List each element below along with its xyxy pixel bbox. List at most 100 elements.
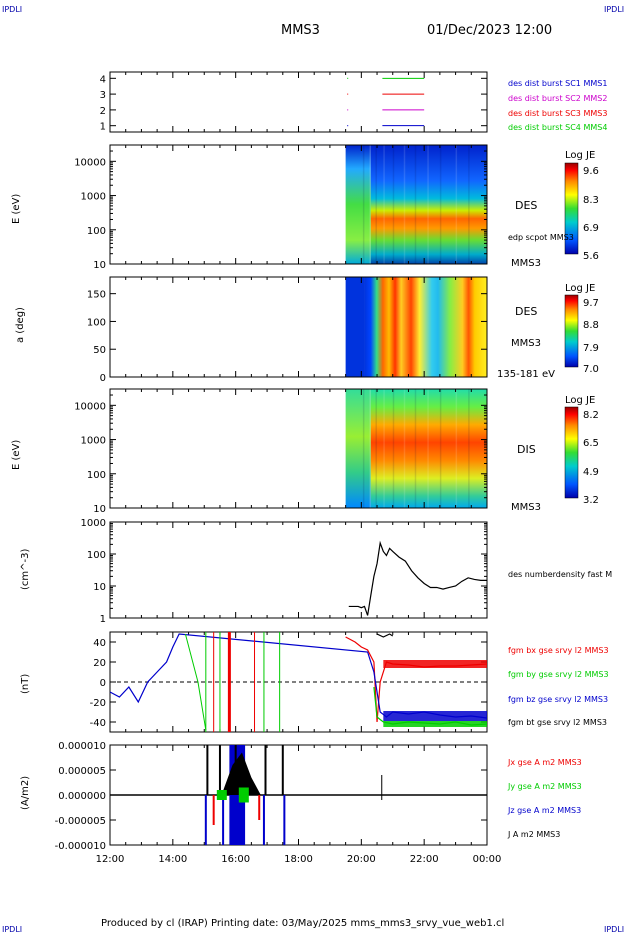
des-energy-colorbar bbox=[564, 162, 579, 255]
bfield-y-tick-label: -20 bbox=[90, 698, 106, 709]
des-pitch-y-tick-label: 50 bbox=[93, 345, 106, 356]
des-energy-spectrogram-stripe bbox=[369, 145, 371, 264]
density-y-tick-label: 1000 bbox=[81, 518, 106, 529]
dis-energy-spectrogram-early bbox=[345, 389, 371, 508]
bfield-legend-bt: fgm bt gse srvy l2 MMS3 bbox=[508, 718, 607, 727]
dis-energy-cbar-tick: 6.5 bbox=[583, 438, 599, 449]
bfield-y-tick-label: 20 bbox=[93, 658, 106, 669]
dis-energy-sc-label: MMS3 bbox=[511, 502, 541, 513]
bfield-y-tick-label: 0 bbox=[100, 678, 106, 689]
datetime-title: 01/Dec/2023 12:00 bbox=[427, 23, 553, 38]
density-y-tick-label: 1 bbox=[100, 614, 106, 625]
dis-energy-spectrogram-stripe bbox=[427, 389, 429, 508]
burst-marker-dot bbox=[347, 125, 349, 127]
density-y-tick-label: 10 bbox=[93, 582, 106, 593]
current-legend-j: J A m2 MMS3 bbox=[508, 830, 561, 839]
bfield-noise-band bbox=[383, 660, 487, 668]
spacecraft-title: MMS3 bbox=[281, 23, 320, 38]
current-y-tick-label: 0.000000 bbox=[58, 791, 106, 802]
bfield-series-line bbox=[345, 636, 488, 723]
des-energy-label: DES bbox=[515, 199, 538, 212]
current-jy-patch bbox=[216, 790, 227, 800]
des-pitch-label: DES bbox=[515, 305, 538, 318]
legend-burst-mms2: des dist burst SC2 MMS2 bbox=[508, 94, 608, 103]
dis-energy-spectrogram-stripe bbox=[403, 389, 406, 508]
current-legend-jy: Jy gse A m2 MMS3 bbox=[508, 782, 582, 791]
des-energy-cbar-tick: 6.9 bbox=[583, 223, 599, 234]
bfield-y-tick-label: -40 bbox=[90, 718, 106, 729]
des-energy-spectrogram-stripe bbox=[455, 145, 458, 264]
time-axis-label: 20:00 bbox=[347, 854, 376, 865]
density-y-tick-label: 100 bbox=[87, 550, 106, 561]
dis-energy-cbar-tick: 4.9 bbox=[583, 467, 599, 478]
corner-label-bottom-right: IPDLI bbox=[604, 925, 625, 934]
des-energy-spectrogram-stripe bbox=[362, 145, 365, 264]
density-ylabel: (cm^-3) bbox=[20, 548, 31, 590]
des-pitch-cbar-tick: 8.8 bbox=[583, 320, 599, 331]
des-energy-cbar-tick: 5.6 bbox=[583, 251, 599, 262]
des-energy-cbar-tick: 9.6 bbox=[583, 166, 599, 177]
des-energy-overlay-label: edp scpot MMS3 bbox=[508, 233, 574, 242]
current-y-tick-label: 0.000005 bbox=[58, 766, 106, 777]
current-legend-jz: Jz gse A m2 MMS3 bbox=[508, 806, 582, 815]
time-axis-label: 14:00 bbox=[158, 854, 187, 865]
des-energy-y-tick-label: 1000 bbox=[81, 192, 106, 203]
des-energy-spectrogram-stripe bbox=[392, 145, 395, 264]
dis-energy-y-tick-label: 1000 bbox=[81, 436, 106, 447]
current-ylabel: (A/m2) bbox=[20, 775, 31, 810]
dis-energy-spectrogram-stripe bbox=[362, 389, 365, 508]
dis-energy-ylabel: E (eV) bbox=[11, 439, 22, 470]
dis-energy-spectrogram-stripe bbox=[468, 389, 470, 508]
dis-energy-spectrogram-stripe bbox=[414, 389, 417, 508]
des-pitch-y-tick-label: 0 bbox=[100, 373, 106, 384]
time-axis-label: 12:00 bbox=[96, 854, 125, 865]
des-energy-y-tick-label: 100 bbox=[87, 226, 106, 237]
des-energy-y-tick-label: 10 bbox=[93, 260, 106, 271]
des-energy-cbar-tick: 8.3 bbox=[583, 195, 599, 206]
current-y-tick-label: 0.000010 bbox=[58, 741, 106, 752]
legend-burst-mms1: des dist burst SC1 MMS1 bbox=[508, 79, 608, 88]
dis-energy-y-tick-label: 10000 bbox=[74, 401, 106, 412]
bfield-by-early-line bbox=[184, 633, 207, 731]
burst-marker-dot bbox=[347, 93, 349, 95]
des-energy-spectrogram-stripe bbox=[403, 145, 406, 264]
current-y-tick-label: -0.000005 bbox=[55, 816, 106, 827]
current-legend-jx: Jx gse A m2 MMS3 bbox=[508, 758, 582, 767]
dis-energy-spectrogram-main bbox=[370, 389, 487, 508]
dis-energy-cbar-tick: 8.2 bbox=[583, 410, 599, 421]
des-energy-spectrogram-stripe bbox=[383, 145, 385, 264]
dis-energy-colorbar bbox=[564, 406, 579, 499]
burst-y-tick-label: 4 bbox=[100, 74, 106, 85]
des-pitch-spectrogram-early bbox=[345, 277, 365, 377]
des-pitch-colorbar bbox=[564, 294, 579, 368]
des-pitch-cbar-title: Log JE bbox=[565, 283, 596, 294]
density-panel-frame bbox=[109, 521, 488, 619]
des-energy-spectrogram-main bbox=[370, 145, 487, 264]
des-pitch-ylabel: a (deg) bbox=[15, 307, 26, 343]
corner-label-bottom-left: IPDLI bbox=[2, 925, 23, 934]
footer-text: Produced by cl (IRAP) Printing date: 03/… bbox=[101, 918, 505, 929]
burst-y-tick-label: 2 bbox=[100, 106, 106, 117]
burst-panel-frame bbox=[109, 71, 488, 133]
des-pitch-y-tick-label: 150 bbox=[87, 290, 106, 301]
des-pitch-energy-label: 135-181 eV bbox=[497, 369, 555, 380]
des-energy-spectrogram-stripe bbox=[375, 145, 377, 264]
dis-energy-cbar-tick: 3.2 bbox=[583, 495, 599, 506]
bfield-y-tick-label: 40 bbox=[93, 638, 106, 649]
bfield-ylabel: (nT) bbox=[20, 673, 31, 694]
des-pitch-cbar-tick: 9.7 bbox=[583, 298, 599, 309]
bfield-legend-by: fgm by gse srvy l2 MMS3 bbox=[508, 670, 609, 679]
current-jy-patch bbox=[238, 787, 249, 803]
current-y-tick-label: -0.000010 bbox=[55, 841, 106, 852]
bfield-legend-bx: fgm bx gse srvy l2 MMS3 bbox=[508, 646, 609, 655]
dis-energy-spectrogram-stripe bbox=[455, 389, 458, 508]
time-axis-label: 18:00 bbox=[284, 854, 313, 865]
burst-marker-dot bbox=[347, 109, 349, 111]
des-pitch-cbar-tick: 7.9 bbox=[583, 343, 599, 354]
time-axis-label: 00:00 bbox=[473, 854, 502, 865]
bfield-series-line bbox=[376, 633, 394, 638]
dis-energy-spectrogram-stripe bbox=[392, 389, 395, 508]
bfield-noise-band bbox=[383, 721, 487, 727]
dis-energy-spectrogram-stripe bbox=[375, 389, 377, 508]
